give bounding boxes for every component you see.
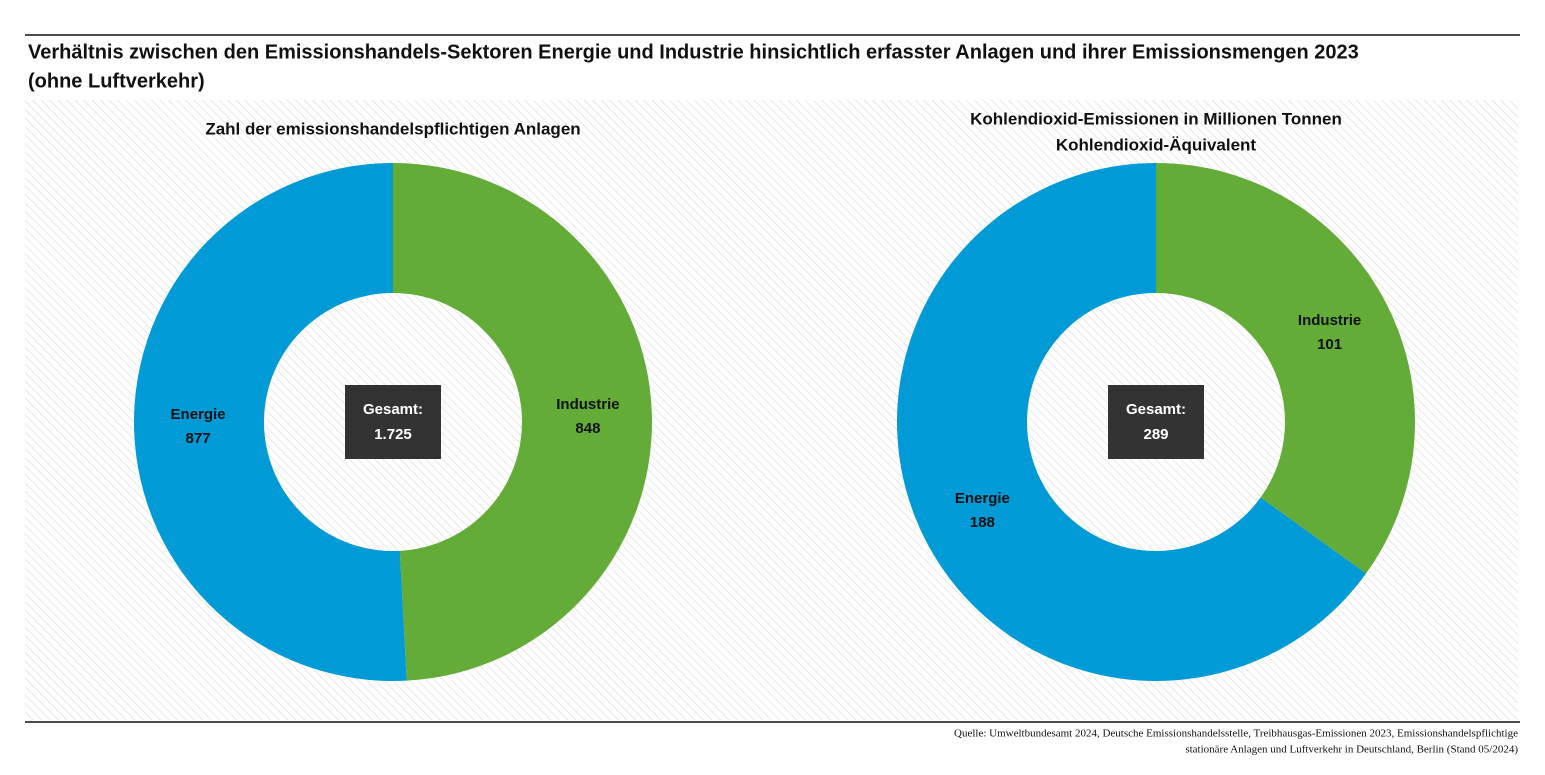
chart-title: Kohlendioxid-Emissionen in Millionen Ton…	[970, 109, 1342, 128]
value-label: 188	[970, 514, 995, 531]
chart-title: Kohlendioxid-Äquivalent	[1056, 135, 1257, 154]
value-label: 101	[1317, 336, 1342, 353]
donut-segment	[133, 163, 407, 681]
chart-title: Zahl der emissionshandelspflichtigen Anl…	[205, 119, 580, 138]
source: stationäre Anlagen und Luftverkehr in De…	[1185, 744, 1518, 756]
segment-label: Industrie	[556, 396, 619, 413]
total-box	[1108, 385, 1204, 459]
segment-label: Industrie	[1298, 312, 1361, 329]
total-label: Gesamt:	[1126, 401, 1186, 418]
total-value: 1.725	[374, 426, 412, 443]
segment-label: Energie	[171, 406, 226, 423]
donut-segment	[897, 163, 1367, 682]
value-label: 877	[186, 430, 211, 447]
donut-segment	[1156, 163, 1415, 574]
source: Quelle: Umweltbundesamt 2024, Deutsche E…	[954, 728, 1518, 740]
total-label: Gesamt:	[363, 401, 423, 418]
title: (ohne Luftverkehr)	[28, 70, 205, 92]
title: Verhältnis zwischen den Emissionshandels…	[28, 41, 1359, 63]
value-label: 848	[575, 420, 600, 437]
segment-label: Energie	[955, 490, 1010, 507]
total-value: 289	[1143, 426, 1168, 443]
total-box	[345, 385, 441, 459]
donut-segment	[393, 163, 652, 681]
